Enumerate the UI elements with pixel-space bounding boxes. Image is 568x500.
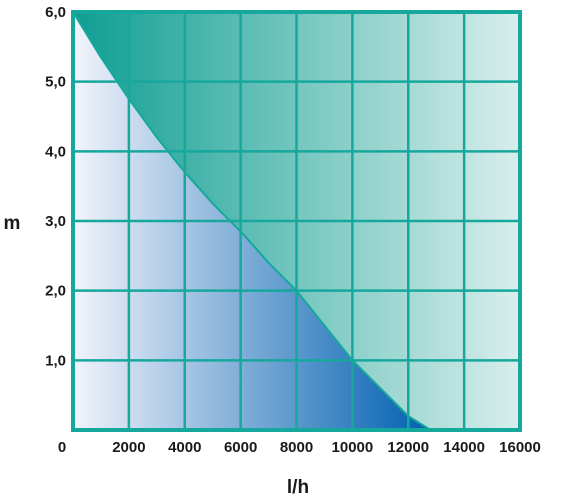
plot-frame-border xyxy=(71,10,522,432)
x-tick-label: 16000 xyxy=(499,439,541,456)
y-axis-ticks: 1,0 2,0 3,0 4,0 5,0 6,0 xyxy=(45,4,66,369)
x-tick-label: 12000 xyxy=(387,439,429,456)
region-below-curve xyxy=(73,12,431,430)
x-tick-label: 14000 xyxy=(443,439,485,456)
grid-lines xyxy=(73,12,520,430)
y-axis-label: m xyxy=(4,213,21,234)
x-tick-label: 2000 xyxy=(112,439,145,456)
y-tick-label: 3,0 xyxy=(45,213,66,230)
y-tick-label: 2,0 xyxy=(45,283,66,300)
x-tick-label: 6000 xyxy=(224,439,257,456)
x-axis-label: l/h xyxy=(287,477,309,498)
x-tick-label: 8000 xyxy=(280,439,313,456)
y-tick-label: 1,0 xyxy=(45,352,66,369)
y-tick-label: 6,0 xyxy=(45,4,66,21)
series-curve xyxy=(72,11,432,431)
plot-frame xyxy=(71,10,522,432)
y-tick-label: 5,0 xyxy=(45,74,66,91)
y-tick-label: 4,0 xyxy=(45,143,66,160)
x-tick-label: 4000 xyxy=(168,439,201,456)
x-axis-ticks: 2000 4000 6000 8000 10000 12000 14000 16000 xyxy=(112,439,541,456)
origin-tick-label: 0 xyxy=(58,439,66,456)
x-tick-label: 10000 xyxy=(332,439,374,456)
